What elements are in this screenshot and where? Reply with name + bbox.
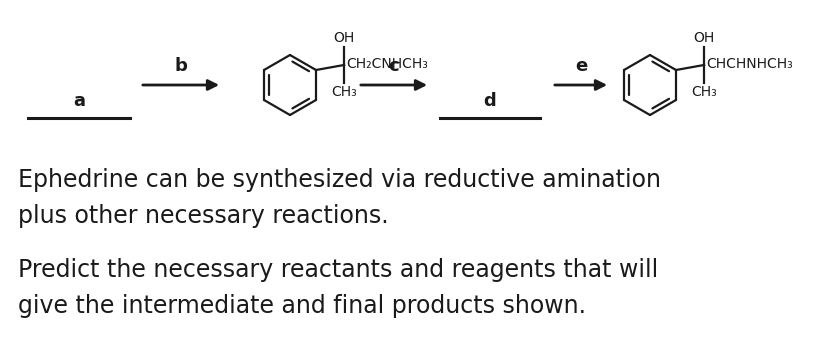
- Text: Ephedrine can be synthesized via reductive amination
plus other necessary reacti: Ephedrine can be synthesized via reducti…: [18, 168, 660, 228]
- Text: OH: OH: [692, 31, 714, 45]
- Text: CH₂CNHCH₃: CH₂CNHCH₃: [346, 57, 428, 71]
- Text: CH₃: CH₃: [691, 85, 716, 99]
- Text: b: b: [174, 57, 187, 75]
- Text: CH₃: CH₃: [331, 85, 356, 99]
- Text: CHCHNHCH₃: CHCHNHCH₃: [705, 57, 791, 71]
- Text: a: a: [73, 92, 85, 110]
- Text: c: c: [388, 57, 399, 75]
- Text: Predict the necessary reactants and reagents that will
give the intermediate and: Predict the necessary reactants and reag…: [18, 258, 657, 318]
- Text: OH: OH: [333, 31, 354, 45]
- Text: e: e: [574, 57, 586, 75]
- Text: d: d: [483, 92, 495, 110]
